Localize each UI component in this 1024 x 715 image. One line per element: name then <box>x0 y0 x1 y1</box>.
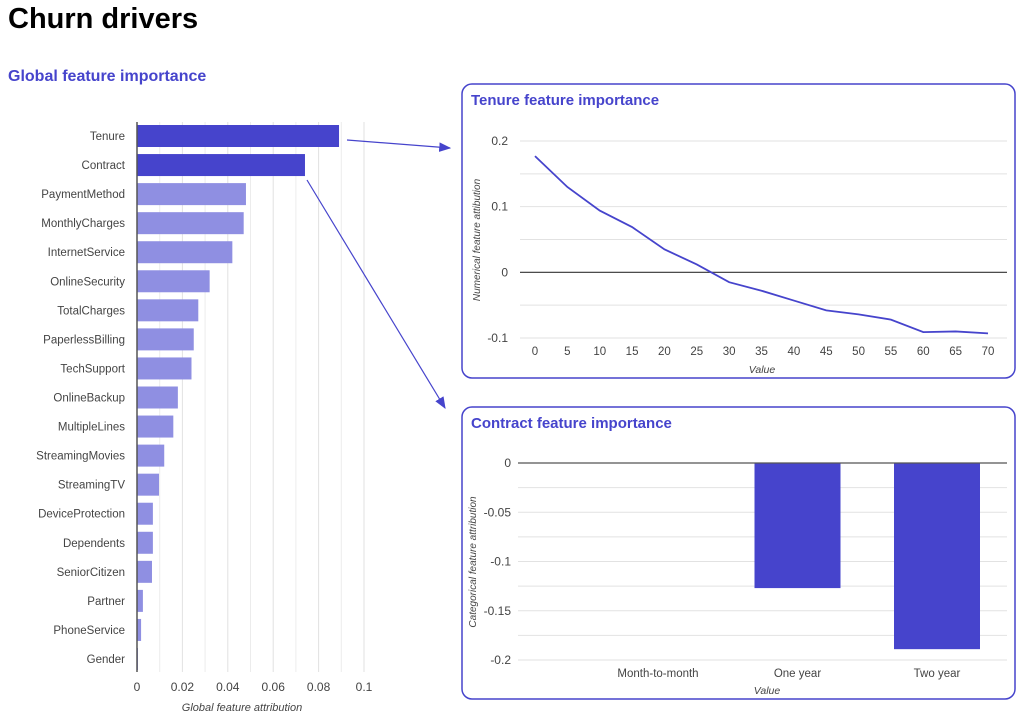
y-tick-label: 0.1 <box>491 200 508 214</box>
y-axis-label: Categorical feature attribution <box>468 496 479 628</box>
bar-tenure <box>137 125 340 147</box>
y-tick-label: 0 <box>501 265 508 279</box>
category-label: PaperlessBilling <box>43 334 125 346</box>
category-label: TotalCharges <box>57 305 125 317</box>
x-tick-label: 60 <box>917 346 930 358</box>
category-label: Gender <box>87 654 126 666</box>
category-label: OnlineSecurity <box>50 276 125 288</box>
y-tick-label: -0.1 <box>487 331 508 345</box>
bar-paperlessbilling <box>137 328 194 351</box>
x-tick-label: 65 <box>949 346 962 358</box>
bar-contract <box>137 154 305 177</box>
x-tick-label: 10 <box>593 346 606 358</box>
bar-phoneservice <box>137 618 142 641</box>
x-tick-label: 35 <box>755 346 768 358</box>
category-label: DeviceProtection <box>38 509 125 521</box>
x-tick-label: 0 <box>532 346 538 358</box>
x-tick-label: 50 <box>852 346 865 358</box>
bar-deviceprotection <box>137 502 153 525</box>
x-tick-label: 70 <box>982 346 995 358</box>
category-label: OnlineBackup <box>53 393 125 405</box>
y-tick-label: -0.15 <box>484 604 512 618</box>
tenure-chart-title: Tenure feature importance <box>471 92 659 109</box>
y-axis-label: Numerical feature attibution <box>472 178 483 301</box>
bar-partner <box>137 589 143 612</box>
category-label: Partner <box>87 596 125 608</box>
category-label: Contract <box>82 160 126 172</box>
category-label: TechSupport <box>60 363 125 375</box>
x-axis-label: Value <box>754 685 781 697</box>
bar-multiplelines <box>137 415 174 438</box>
bar-onlinesecurity <box>137 270 210 293</box>
category-label: PhoneService <box>53 625 125 637</box>
y-tick-label: -0.05 <box>484 505 512 519</box>
bar-internetservice <box>137 241 233 264</box>
x-tick-label: 0.1 <box>356 680 373 694</box>
contract-chart-title: Contract feature importance <box>471 415 672 432</box>
page-title: Churn drivers <box>8 3 198 35</box>
x-tick-label: 5 <box>564 346 570 358</box>
x-tick-label: 0.02 <box>171 680 195 694</box>
global-chart-title: Global feature importance <box>8 68 206 85</box>
x-tick-label: 45 <box>820 346 833 358</box>
bar-seniorcitizen <box>137 560 152 583</box>
y-tick-label: 0 <box>504 456 511 470</box>
y-tick-label: -0.1 <box>490 555 511 569</box>
bar-one-year <box>754 463 841 589</box>
category-label: Tenure <box>90 131 125 143</box>
arrow-contract <box>306 179 446 410</box>
category-label: SeniorCitizen <box>57 567 125 579</box>
bar-streamingtv <box>137 473 160 496</box>
tenure-line-chart: 0.2 0.1 0 -0.1 0 5 10 15 20 25 30 35 40 45 50 55 60 65 70 V… <box>472 134 1007 376</box>
y-tick-label: -0.2 <box>490 653 511 667</box>
bar-streamingmovies <box>137 444 165 467</box>
bar-onlinebackup <box>137 386 178 409</box>
y-tick-label: 0.2 <box>491 134 508 148</box>
tenure-series-line <box>534 155 989 335</box>
category-label: MonthlyCharges <box>41 218 125 230</box>
contract-bar-chart: 0 -0.05 -0.1 -0.15 -0.2 Month-to-month One yea… <box>468 456 1007 697</box>
arrow-tenure <box>346 139 452 152</box>
category-label: Two year <box>914 668 961 680</box>
category-label: MultipleLines <box>58 422 125 434</box>
category-label: Dependents <box>63 538 125 550</box>
bar-dependents <box>137 531 153 554</box>
bar-monthlycharges <box>137 212 244 235</box>
bar-totalcharges <box>137 299 199 322</box>
category-label: StreamingMovies <box>36 451 125 463</box>
x-tick-label: 0.06 <box>262 680 286 694</box>
x-tick-label: 0.04 <box>216 680 240 694</box>
contract-panel <box>461 406 1016 700</box>
category-label: InternetService <box>48 247 125 259</box>
x-axis-label: Value <box>749 364 776 376</box>
tenure-panel <box>461 83 1016 379</box>
x-tick-label: 0 <box>134 680 141 694</box>
bar-techsupport <box>137 357 192 380</box>
x-tick-label: 55 <box>885 346 898 358</box>
category-label: PaymentMethod <box>41 189 125 201</box>
category-label: Month-to-month <box>617 668 698 680</box>
x-tick-label: 40 <box>787 346 800 358</box>
x-tick-label: 25 <box>690 346 703 358</box>
x-tick-label: 30 <box>723 346 736 358</box>
x-tick-label: 0.08 <box>307 680 331 694</box>
bar-two-year <box>894 463 980 650</box>
global-importance-chart: 0 0.02 0.04 0.06 0.08 0.1 Tenure Contract Paymen… <box>36 122 373 714</box>
x-tick-label: 15 <box>626 346 639 358</box>
x-tick-label: 20 <box>658 346 671 358</box>
category-label: One year <box>774 668 821 680</box>
x-axis-label: Global feature attribution <box>182 702 302 714</box>
bar-paymentmethod <box>137 183 246 206</box>
category-label: StreamingTV <box>58 480 125 492</box>
